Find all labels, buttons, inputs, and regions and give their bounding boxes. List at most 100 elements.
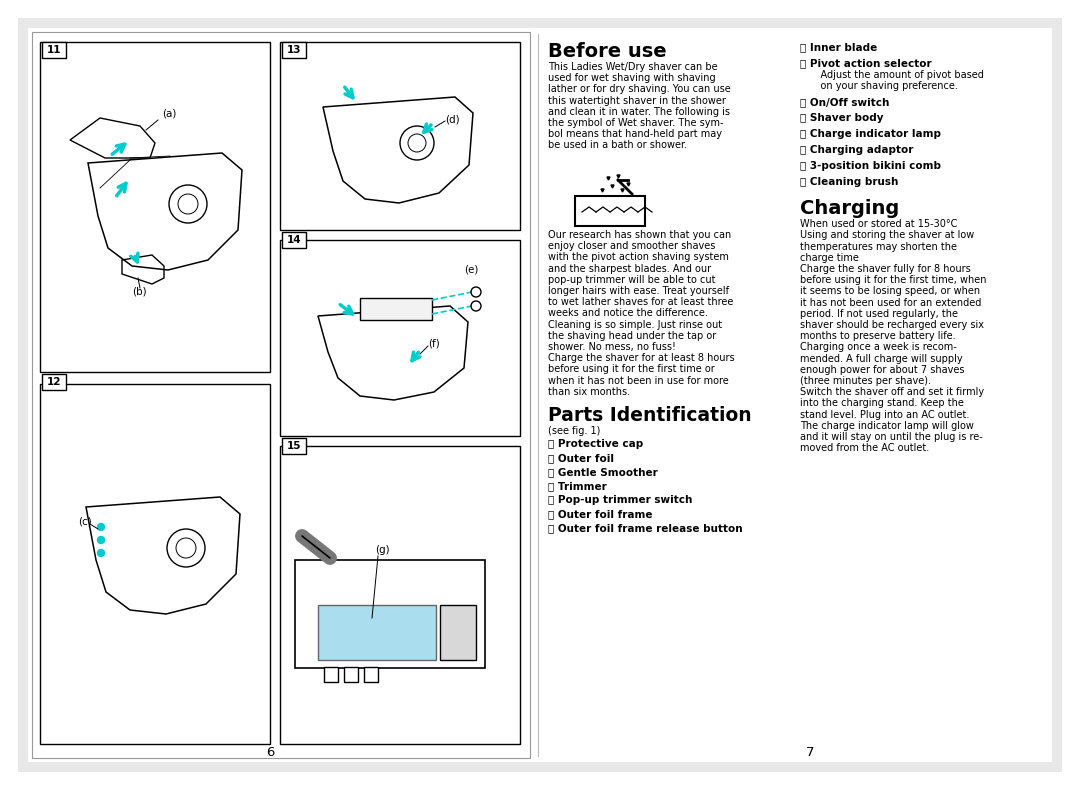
Text: Using and storing the shaver at low: Using and storing the shaver at low bbox=[800, 231, 974, 240]
Text: stand level. Plug into an AC outlet.: stand level. Plug into an AC outlet. bbox=[800, 409, 970, 419]
Text: enough power for about 7 shaves: enough power for about 7 shaves bbox=[800, 365, 964, 374]
Text: the shaving head under the tap or: the shaving head under the tap or bbox=[548, 331, 716, 340]
Text: Ⓖ Outer foil frame release button: Ⓖ Outer foil frame release button bbox=[548, 523, 743, 533]
Text: be used in a bath or shower.: be used in a bath or shower. bbox=[548, 141, 687, 150]
Text: this watertight shaver in the shower: this watertight shaver in the shower bbox=[548, 96, 726, 106]
Text: 13: 13 bbox=[287, 45, 301, 55]
Text: The charge indicator lamp will glow: The charge indicator lamp will glow bbox=[800, 421, 974, 431]
Text: Ⓒ Gentle Smoother: Ⓒ Gentle Smoother bbox=[548, 467, 658, 477]
Bar bbox=[324, 667, 338, 682]
Text: moved from the AC outlet.: moved from the AC outlet. bbox=[800, 443, 929, 453]
Text: Adjust the amount of pivot based: Adjust the amount of pivot based bbox=[808, 70, 984, 80]
Text: 11: 11 bbox=[46, 45, 62, 55]
Text: Ⓙ On/Off switch: Ⓙ On/Off switch bbox=[800, 97, 889, 107]
Bar bbox=[280, 446, 519, 744]
Text: into the charging stand. Keep the: into the charging stand. Keep the bbox=[800, 398, 963, 408]
Text: and clean it in water. The following is: and clean it in water. The following is bbox=[548, 107, 730, 117]
Text: 6: 6 bbox=[266, 746, 274, 758]
Bar bbox=[280, 42, 519, 230]
Text: and it will stay on until the plug is re-: and it will stay on until the plug is re… bbox=[800, 432, 983, 442]
Bar bbox=[345, 667, 357, 682]
Text: weeks and notice the difference.: weeks and notice the difference. bbox=[548, 308, 707, 318]
Bar bbox=[32, 32, 530, 758]
Text: Ⓕ Outer foil frame: Ⓕ Outer foil frame bbox=[548, 509, 652, 519]
Text: than six months.: than six months. bbox=[548, 387, 630, 397]
Bar bbox=[282, 42, 306, 58]
Text: before using it for the first time or: before using it for the first time or bbox=[548, 364, 715, 374]
Text: themperatures may shorten the: themperatures may shorten the bbox=[800, 242, 957, 251]
Bar bbox=[575, 196, 645, 226]
Text: with the pivot action shaving system: with the pivot action shaving system bbox=[548, 252, 729, 262]
Bar bbox=[364, 667, 378, 682]
Text: Charge the shaver for at least 8 hours: Charge the shaver for at least 8 hours bbox=[548, 353, 734, 363]
Bar bbox=[40, 384, 270, 744]
Text: 7: 7 bbox=[806, 746, 814, 758]
Text: (three minutes per shave).: (three minutes per shave). bbox=[800, 376, 931, 386]
Circle shape bbox=[97, 524, 105, 531]
Bar bbox=[295, 560, 485, 668]
Text: Charging once a week is recom-: Charging once a week is recom- bbox=[800, 342, 957, 352]
Text: bol means that hand-held part may: bol means that hand-held part may bbox=[548, 130, 723, 139]
Text: 15: 15 bbox=[287, 441, 301, 451]
Bar bbox=[282, 438, 306, 454]
Bar bbox=[360, 298, 432, 320]
Text: before using it for the first time, when: before using it for the first time, when bbox=[800, 275, 986, 285]
Text: When used or stored at 15-30°C: When used or stored at 15-30°C bbox=[800, 219, 957, 229]
Circle shape bbox=[97, 550, 105, 556]
Bar bbox=[42, 42, 66, 58]
Text: Ⓐ Protective cap: Ⓐ Protective cap bbox=[548, 439, 644, 449]
Text: lather or for dry shaving. You can use: lather or for dry shaving. You can use bbox=[548, 85, 731, 94]
Text: it has not been used for an extended: it has not been used for an extended bbox=[800, 298, 982, 307]
Text: used for wet shaving with shaving: used for wet shaving with shaving bbox=[548, 73, 716, 83]
Bar bbox=[282, 232, 306, 248]
Text: (f): (f) bbox=[428, 339, 440, 349]
Text: Switch the shaver off and set it firmly: Switch the shaver off and set it firmly bbox=[800, 387, 984, 397]
Bar bbox=[40, 42, 270, 372]
Text: Before use: Before use bbox=[548, 42, 666, 61]
Text: Ⓔ Pop-up trimmer switch: Ⓔ Pop-up trimmer switch bbox=[548, 495, 692, 505]
Text: (a): (a) bbox=[162, 109, 176, 119]
Text: the symbol of Wet shaver. The sym-: the symbol of Wet shaver. The sym- bbox=[548, 118, 724, 128]
Text: and the sharpest blades. And our: and the sharpest blades. And our bbox=[548, 264, 711, 273]
Text: Ⓜ Charging adaptor: Ⓜ Charging adaptor bbox=[800, 145, 914, 155]
Text: when it has not been in use for more: when it has not been in use for more bbox=[548, 375, 729, 386]
Text: This Ladies Wet/Dry shaver can be: This Ladies Wet/Dry shaver can be bbox=[548, 62, 717, 72]
Bar bbox=[42, 374, 66, 390]
Text: longer hairs with ease. Treat yourself: longer hairs with ease. Treat yourself bbox=[548, 286, 729, 296]
Text: months to preserve battery life.: months to preserve battery life. bbox=[800, 331, 956, 341]
Text: (b): (b) bbox=[132, 287, 147, 297]
Text: 14: 14 bbox=[286, 235, 301, 245]
Text: on your shaving preference.: on your shaving preference. bbox=[808, 81, 958, 91]
Text: (g): (g) bbox=[375, 545, 390, 555]
Text: 12: 12 bbox=[46, 377, 62, 387]
Text: (see fig. 1): (see fig. 1) bbox=[548, 426, 600, 436]
Text: Charge the shaver fully for 8 hours: Charge the shaver fully for 8 hours bbox=[800, 264, 971, 274]
Text: Charging: Charging bbox=[800, 199, 900, 218]
Text: (c): (c) bbox=[78, 517, 92, 527]
Text: Ⓝ 3-position bikini comb: Ⓝ 3-position bikini comb bbox=[800, 161, 941, 171]
Text: shower. No mess, no fuss!: shower. No mess, no fuss! bbox=[548, 342, 676, 352]
Bar bbox=[318, 605, 436, 660]
Text: mended. A full charge will supply: mended. A full charge will supply bbox=[800, 354, 962, 363]
Bar bbox=[440, 605, 476, 660]
Text: Ⓘ Pivot action selector: Ⓘ Pivot action selector bbox=[800, 58, 932, 68]
Text: to wet lather shaves for at least three: to wet lather shaves for at least three bbox=[548, 297, 733, 307]
Text: Our research has shown that you can: Our research has shown that you can bbox=[548, 230, 731, 240]
Text: Ⓑ Outer foil: Ⓑ Outer foil bbox=[548, 453, 615, 463]
Text: charge time: charge time bbox=[800, 253, 859, 263]
Text: Ⓓ Trimmer: Ⓓ Trimmer bbox=[548, 481, 607, 491]
Text: (e): (e) bbox=[464, 265, 478, 275]
Text: Parts Identification: Parts Identification bbox=[548, 406, 752, 425]
Text: Cleaning is so simple. Just rinse out: Cleaning is so simple. Just rinse out bbox=[548, 320, 723, 329]
Text: pop-up trimmer will be able to cut: pop-up trimmer will be able to cut bbox=[548, 275, 715, 285]
Bar bbox=[280, 240, 519, 436]
Circle shape bbox=[97, 536, 105, 544]
Text: period. If not used regularly, the: period. If not used regularly, the bbox=[800, 309, 958, 319]
Text: enjoy closer and smoother shaves: enjoy closer and smoother shaves bbox=[548, 241, 715, 251]
Text: Ⓚ Shaver body: Ⓚ Shaver body bbox=[800, 113, 883, 123]
Text: shaver should be recharged every six: shaver should be recharged every six bbox=[800, 320, 984, 330]
Text: Ⓗ Inner blade: Ⓗ Inner blade bbox=[800, 42, 877, 52]
Text: (d): (d) bbox=[445, 114, 460, 124]
Text: it seems to be losing speed, or when: it seems to be losing speed, or when bbox=[800, 287, 981, 296]
Text: Ⓛ Charge indicator lamp: Ⓛ Charge indicator lamp bbox=[800, 130, 941, 139]
